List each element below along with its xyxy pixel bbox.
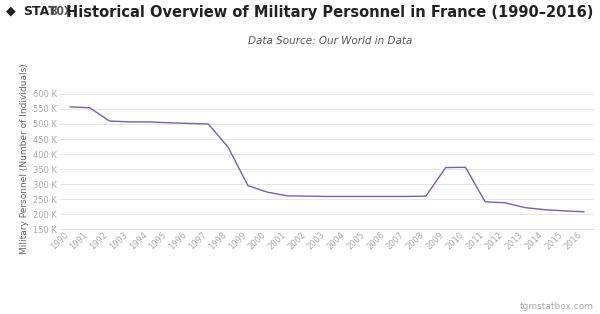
Text: ◆: ◆ [6, 5, 16, 18]
Y-axis label: Military Personnel (Number of Individuals): Military Personnel (Number of Individual… [20, 63, 29, 254]
Text: STAT: STAT [23, 5, 56, 18]
Text: BOX: BOX [49, 5, 72, 18]
Text: tgmstatbox.com: tgmstatbox.com [520, 302, 594, 311]
Text: Data Source: Our World in Data: Data Source: Our World in Data [248, 36, 412, 46]
Text: Historical Overview of Military Personnel in France (1990–2016): Historical Overview of Military Personne… [67, 5, 593, 20]
